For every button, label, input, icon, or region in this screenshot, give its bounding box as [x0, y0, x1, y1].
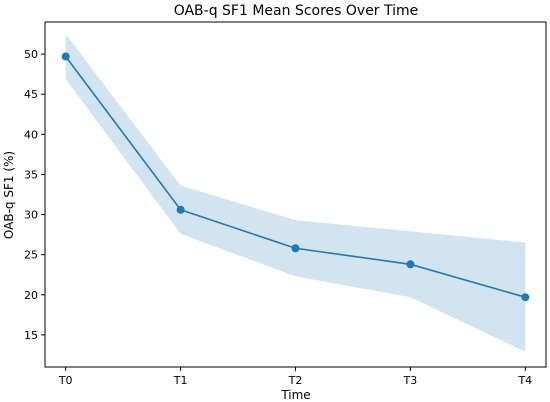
- y-tick-label: 25: [24, 249, 38, 262]
- y-axis-label: OAB-q SF1 (%): [2, 151, 16, 239]
- y-tick-label: 40: [24, 128, 38, 141]
- y-tick-label: 30: [24, 209, 38, 222]
- data-point-t3: [406, 260, 415, 269]
- data-point-t4: [521, 293, 530, 302]
- x-tick-label: T0: [58, 374, 73, 387]
- data-point-t2: [291, 244, 300, 253]
- x-axis-label: Time: [280, 388, 310, 402]
- x-tick-label: T3: [403, 374, 418, 387]
- y-tick-label: 15: [24, 329, 38, 342]
- y-tick-label: 20: [24, 289, 38, 302]
- x-axis: T0 T1 T2 T3 T4: [58, 367, 532, 387]
- confidence-band: [65, 34, 526, 352]
- x-tick-label: T1: [173, 374, 188, 387]
- data-point-t1: [176, 205, 185, 214]
- plot-area: [61, 34, 530, 352]
- data-point-t0: [61, 52, 70, 61]
- x-tick-label: T4: [517, 374, 532, 387]
- x-tick-label: T2: [288, 374, 303, 387]
- y-axis: 15 20 25 30 35 40 45 50: [24, 48, 45, 342]
- y-tick-label: 45: [24, 88, 38, 101]
- y-tick-label: 35: [24, 168, 38, 181]
- y-tick-label: 50: [24, 48, 38, 61]
- chart-title: OAB-q SF1 Mean Scores Over Time: [174, 3, 419, 19]
